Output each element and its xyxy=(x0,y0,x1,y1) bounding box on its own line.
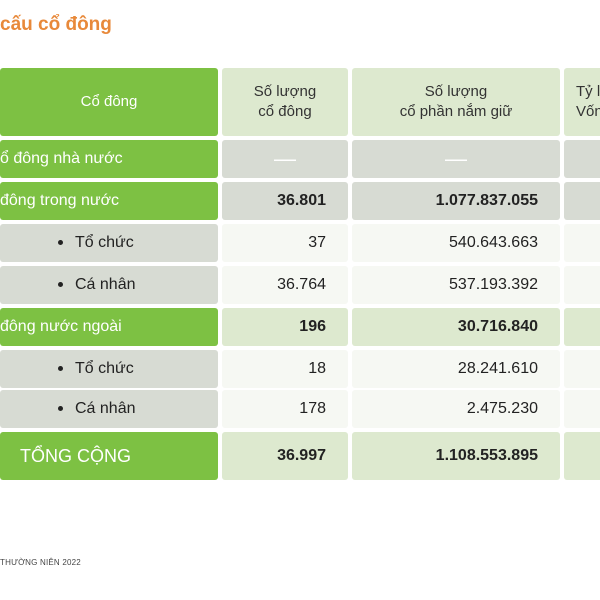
row-domestic-label-text: đông trong nước xyxy=(0,192,120,209)
row-foreign-ind-label-text: Cá nhân xyxy=(75,400,136,417)
row-state-label-text: ổ đông nhà nước xyxy=(0,150,123,167)
row-domestic-shares-value: 1.077.837.055 xyxy=(435,192,538,209)
row-total-count-value: 36.997 xyxy=(277,447,326,464)
row-domestic-count: 36.801 xyxy=(222,182,348,220)
row-foreign-org-shares-value: 28.241.610 xyxy=(457,360,538,377)
row-foreign-shares-value: 30.716.840 xyxy=(457,318,538,335)
row-foreign-org-count: 18 xyxy=(222,350,348,388)
row-foreign-label: đông nước ngoài xyxy=(0,308,218,346)
row-total-label: TỔNG CỘNG xyxy=(0,432,218,480)
row-foreign-org-label: Tổ chức xyxy=(0,350,218,388)
row-foreign-org-label-text: Tổ chức xyxy=(75,360,134,377)
row-domestic-org-count: 37 xyxy=(222,224,348,262)
row-total-shares: 1.108.553.895 xyxy=(352,432,560,480)
row-domestic-label: đông trong nước xyxy=(0,182,218,220)
footer-text: THƯỜNG NIÊN 2022 xyxy=(0,558,81,567)
row-state-count: — xyxy=(222,140,348,178)
row-state-label: ổ đông nhà nước xyxy=(0,140,218,178)
row-domestic-ind-shares-value: 537.193.392 xyxy=(449,276,538,293)
bullet-icon xyxy=(58,239,63,245)
row-foreign-org-ratio xyxy=(564,350,600,388)
header-shares-line1: Số lượng xyxy=(424,83,488,100)
row-domestic-org-shares-value: 540.643.663 xyxy=(449,234,538,251)
row-domestic-org-count-value: 37 xyxy=(308,234,326,251)
header-ratio-line2: Vốn xyxy=(576,103,600,120)
row-foreign-shares: 30.716.840 xyxy=(352,308,560,346)
row-total-ratio xyxy=(564,432,600,480)
row-foreign-ind-label: Cá nhân xyxy=(0,390,218,428)
row-foreign-label-text: đông nước ngoài xyxy=(0,318,122,335)
row-foreign-org-shares: 28.241.610 xyxy=(352,350,560,388)
row-domestic-ratio xyxy=(564,182,600,220)
row-domestic-org-label: Tổ chức xyxy=(0,224,218,262)
header-shares-line2: cổ phần nắm giữ xyxy=(399,103,513,120)
row-domestic-ind-ratio xyxy=(564,266,600,304)
row-domestic-org-label-text: Tổ chức xyxy=(75,234,134,251)
row-total-shares-value: 1.108.553.895 xyxy=(435,447,538,464)
row-foreign-ind-count: 178 xyxy=(222,390,348,428)
row-total-count: 36.997 xyxy=(222,432,348,480)
header-ratio-line1: Tỷ l xyxy=(576,83,600,100)
row-foreign-org-count-value: 18 xyxy=(308,360,326,377)
row-foreign-count-value: 196 xyxy=(299,318,326,335)
header-shareholder-label: Cổ đông xyxy=(80,93,138,110)
bullet-icon xyxy=(58,405,63,411)
header-ratio: Tỷ l Vốn xyxy=(564,68,600,136)
row-state-ratio xyxy=(564,140,600,178)
row-domestic-org-shares: 540.643.663 xyxy=(352,224,560,262)
header-shares-held: Số lượng cổ phần nắm giữ xyxy=(352,68,560,136)
page-title: cấu cổ đông xyxy=(0,14,112,35)
header-shareholder-count: Số lượng cổ đông xyxy=(222,68,348,136)
row-foreign-ratio xyxy=(564,308,600,346)
header-count-line2: cổ đông xyxy=(258,103,312,120)
row-domestic-shares: 1.077.837.055 xyxy=(352,182,560,220)
bullet-icon xyxy=(58,281,63,287)
row-state-shares: — xyxy=(352,140,560,178)
row-total-label-text: TỔNG CỘNG xyxy=(20,445,131,466)
dash-icon: — xyxy=(274,146,296,171)
dash-icon: — xyxy=(445,146,467,171)
row-foreign-ind-shares: 2.475.230 xyxy=(352,390,560,428)
row-domestic-ind-label: Cá nhân xyxy=(0,266,218,304)
row-domestic-org-ratio xyxy=(564,224,600,262)
row-foreign-ind-ratio xyxy=(564,390,600,428)
row-domestic-ind-shares: 537.193.392 xyxy=(352,266,560,304)
bullet-icon xyxy=(58,365,63,371)
row-foreign-ind-shares-value: 2.475.230 xyxy=(466,400,538,417)
row-domestic-ind-label-text: Cá nhân xyxy=(75,276,136,293)
header-shareholder: Cổ đông xyxy=(0,68,218,136)
row-foreign-ind-count-value: 178 xyxy=(299,400,326,417)
row-domestic-count-value: 36.801 xyxy=(277,192,326,209)
row-domestic-ind-count-value: 36.764 xyxy=(277,276,326,293)
header-count-line1: Số lượng xyxy=(253,83,317,100)
row-domestic-ind-count: 36.764 xyxy=(222,266,348,304)
row-foreign-count: 196 xyxy=(222,308,348,346)
